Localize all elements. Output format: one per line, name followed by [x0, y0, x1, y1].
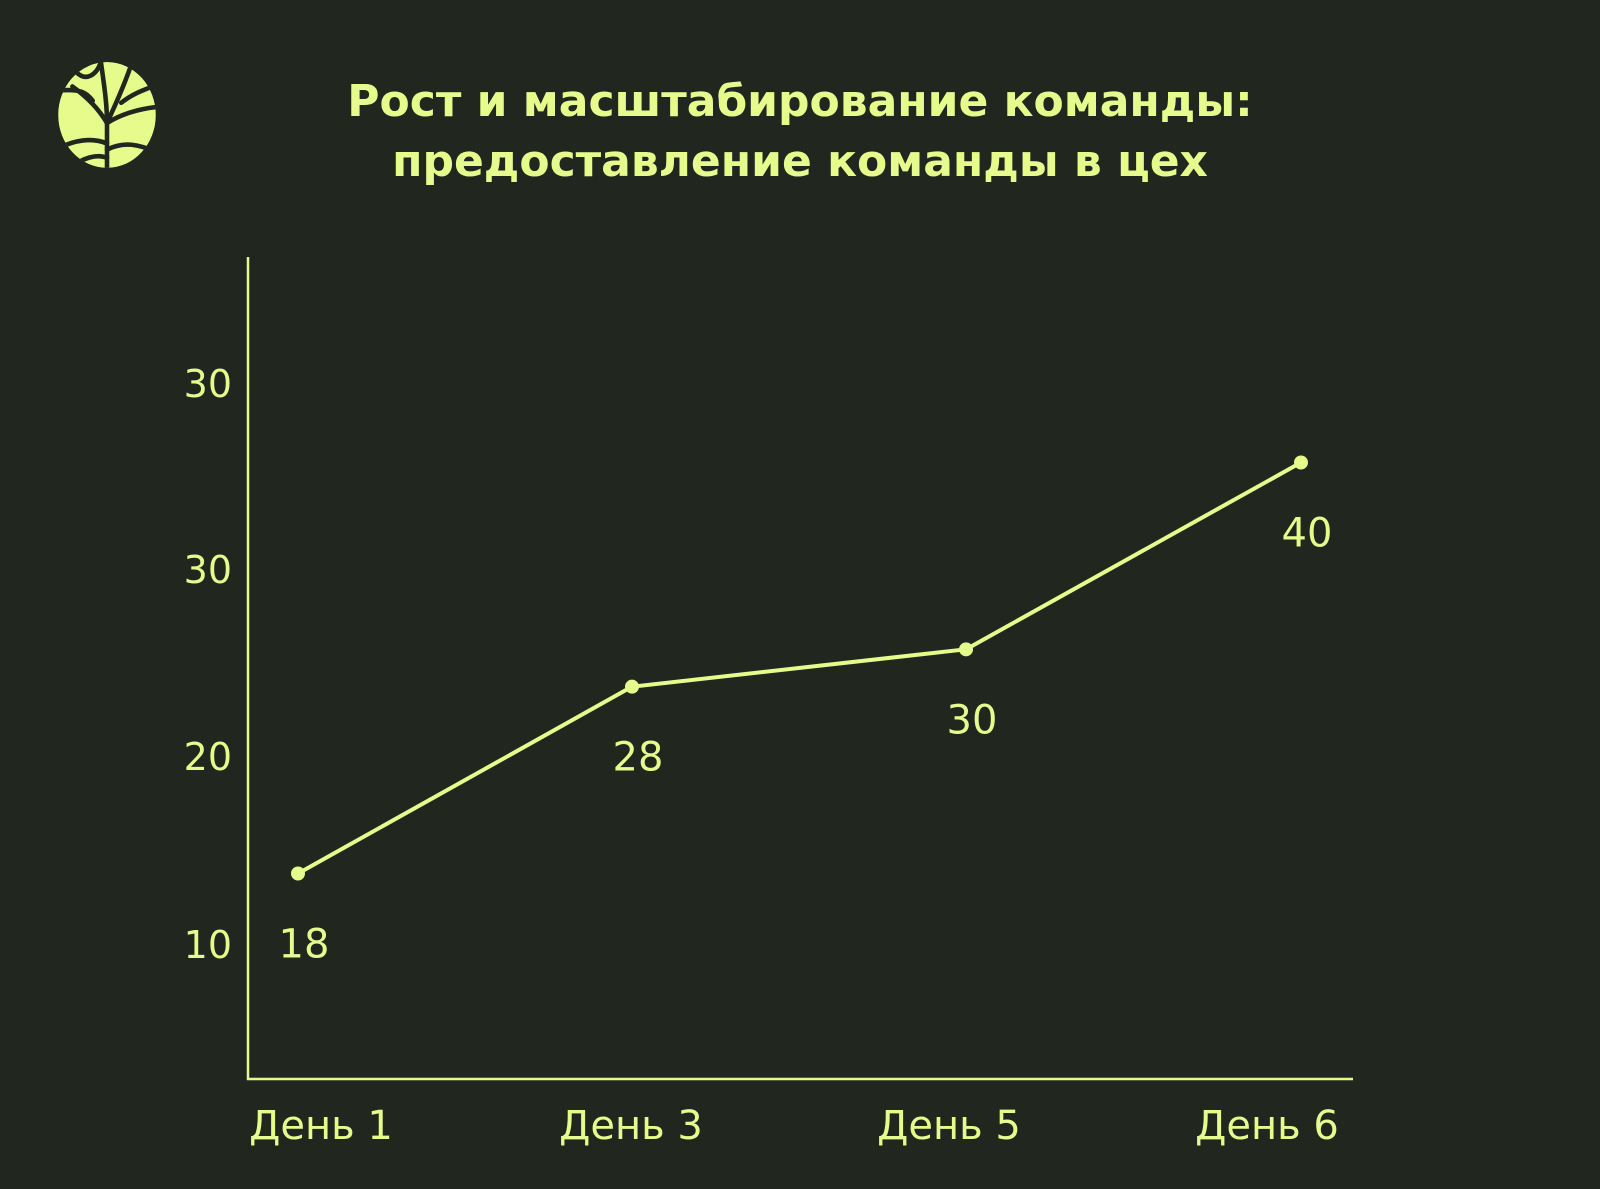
data-label: 28	[613, 735, 664, 781]
data-label: 18	[279, 922, 330, 968]
tree-icon	[58, 62, 156, 168]
title-line-1: Рост и масштабирование команды:	[347, 76, 1253, 127]
x-tick-label: День 6	[1195, 1103, 1339, 1149]
x-tick-label: День 1	[249, 1103, 393, 1149]
y-tick-label: 10	[184, 923, 232, 967]
y-tick-label: 30	[184, 548, 232, 592]
title-line-2: предоставление команды в цех	[392, 136, 1208, 187]
data-point	[291, 866, 305, 881]
data-point	[1294, 455, 1308, 470]
series-line	[296, 460, 1303, 876]
y-tick-labels: 10 20 30 30	[184, 362, 232, 967]
data-point	[959, 642, 973, 657]
x-tick-label: День 3	[559, 1103, 703, 1149]
x-tick-label: День 5	[877, 1103, 1021, 1149]
y-tick-label: 20	[184, 735, 232, 779]
data-label: 30	[947, 697, 998, 743]
y-tick-label: 30	[184, 362, 232, 406]
data-point	[625, 679, 639, 694]
data-label: 40	[1282, 511, 1333, 557]
x-tick-labels: День 1 День 3 День 5 День 6	[249, 1103, 1339, 1149]
series-layer: 18 28 30 40	[279, 455, 1333, 968]
page-title: Рост и масштабирование команды: предоста…	[180, 72, 1420, 192]
